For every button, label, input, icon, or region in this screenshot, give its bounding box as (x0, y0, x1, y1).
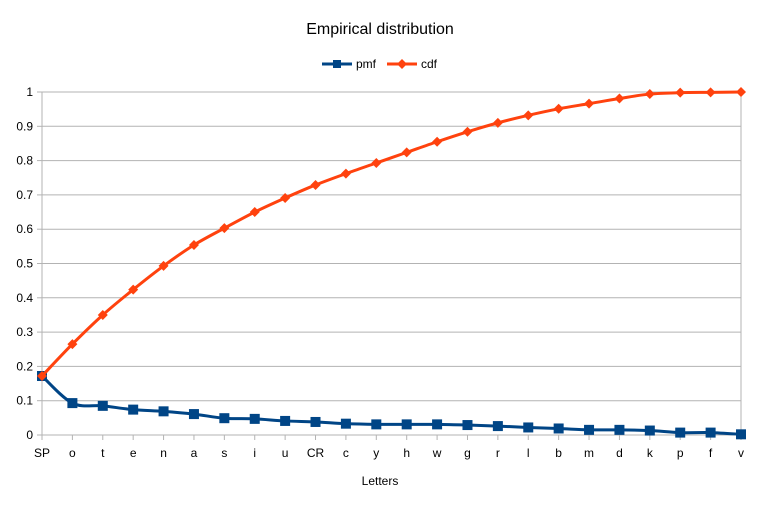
data-point-pmf (675, 427, 686, 438)
data-point-cdf (462, 126, 473, 137)
data-point-pmf (249, 413, 260, 424)
x-tick-label: CR (307, 446, 325, 460)
x-tick-label: l (527, 446, 530, 460)
x-tick-label: s (221, 446, 227, 460)
x-tick-label: g (464, 446, 471, 460)
data-point-cdf (310, 179, 321, 190)
x-tick-label: d (616, 446, 623, 460)
x-tick-label: t (101, 446, 105, 460)
data-point-cdf (158, 260, 169, 271)
x-tick-label: a (191, 446, 198, 460)
series-line-cdf (40, 90, 742, 378)
x-tick-label: v (738, 446, 744, 460)
x-tick-label: r (496, 446, 500, 460)
y-axis-ticks: 0 0.1 0.2 0.3 0.4 0.5 0.6 0.7 0.8 0.9 1 (16, 85, 33, 442)
series-line-pmf (40, 374, 742, 436)
data-point-pmf (97, 400, 108, 411)
legend-label-cdf: cdf (421, 57, 438, 71)
x-tick-label: o (69, 446, 76, 460)
data-point-cdf (736, 87, 746, 97)
data-point-pmf (128, 404, 139, 415)
data-point-cdf (249, 207, 260, 218)
data-point-cdf (675, 87, 686, 98)
x-tick-label: m (584, 446, 594, 460)
data-point-pmf (432, 419, 443, 430)
data-point-cdf (340, 168, 351, 179)
y-tick-label: 0.8 (16, 154, 33, 168)
x-tick-label: e (130, 446, 137, 460)
legend-marker-cdf (397, 59, 407, 69)
data-point-pmf (371, 419, 382, 430)
data-point-pmf (736, 429, 746, 440)
data-point-cdf (128, 284, 139, 295)
x-axis-ticks: SP o t e n a s i u CR c y h w g r l b m d k p f v (34, 435, 744, 460)
y-tick-label: 0.7 (16, 188, 33, 202)
x-tick-label: k (647, 446, 654, 460)
x-tick-label: h (403, 446, 410, 460)
y-tick-label: 1 (26, 85, 33, 99)
y-tick-label: 0.4 (16, 291, 33, 305)
data-point-pmf (188, 409, 199, 420)
data-point-cdf (492, 117, 503, 128)
data-point-cdf (280, 192, 291, 203)
y-tick-label: 0 (26, 428, 33, 442)
x-tick-label: SP (34, 446, 50, 460)
series-layer (37, 87, 746, 440)
legend-label-pmf: pmf (356, 57, 377, 71)
data-point-cdf (401, 147, 412, 158)
data-point-pmf (158, 406, 169, 417)
y-tick-label: 0.6 (16, 222, 33, 236)
data-point-pmf (614, 424, 625, 435)
y-tick-label: 0.2 (16, 359, 33, 373)
data-point-pmf (584, 424, 595, 435)
data-point-cdf (188, 239, 199, 250)
x-tick-label: f (709, 446, 713, 460)
data-point-cdf (219, 223, 230, 234)
x-tick-label: y (373, 446, 379, 460)
data-point-cdf (553, 103, 564, 114)
data-point-cdf (705, 87, 716, 98)
data-point-cdf (523, 110, 534, 121)
x-tick-label: u (282, 446, 289, 460)
x-tick-label: w (432, 446, 442, 460)
data-point-pmf (644, 425, 655, 436)
data-point-pmf (310, 416, 321, 427)
data-point-pmf (401, 419, 412, 430)
data-point-cdf (432, 136, 443, 147)
data-point-pmf (219, 413, 230, 424)
x-tick-label: i (253, 446, 256, 460)
data-point-cdf (614, 93, 625, 104)
data-point-cdf (371, 158, 382, 169)
data-point-pmf (462, 420, 473, 431)
x-tick-label: b (555, 446, 562, 460)
data-point-pmf (553, 423, 564, 434)
chart-title: Empirical distribution (306, 21, 454, 38)
y-tick-label: 0.9 (16, 119, 33, 133)
x-tick-label: p (677, 446, 684, 460)
y-tick-label: 0.1 (16, 394, 33, 408)
data-point-cdf (644, 89, 655, 100)
y-tick-label: 0.3 (16, 325, 33, 339)
legend: pmf cdf (322, 57, 438, 71)
data-point-cdf (37, 371, 47, 382)
grid (37, 91, 742, 436)
y-tick-label: 0.5 (16, 257, 33, 271)
data-point-pmf (67, 398, 78, 409)
data-point-pmf (280, 415, 291, 426)
data-point-cdf (584, 98, 595, 109)
data-point-pmf (523, 422, 534, 433)
data-point-pmf (705, 427, 716, 438)
data-point-pmf (492, 421, 503, 432)
x-tick-label: n (160, 446, 167, 460)
data-point-pmf (340, 418, 351, 429)
x-tick-label: c (343, 446, 349, 460)
data-point-cdf (67, 339, 78, 350)
x-axis-label: Letters (362, 474, 399, 488)
legend-marker-pmf (333, 60, 341, 68)
data-point-cdf (97, 309, 108, 320)
